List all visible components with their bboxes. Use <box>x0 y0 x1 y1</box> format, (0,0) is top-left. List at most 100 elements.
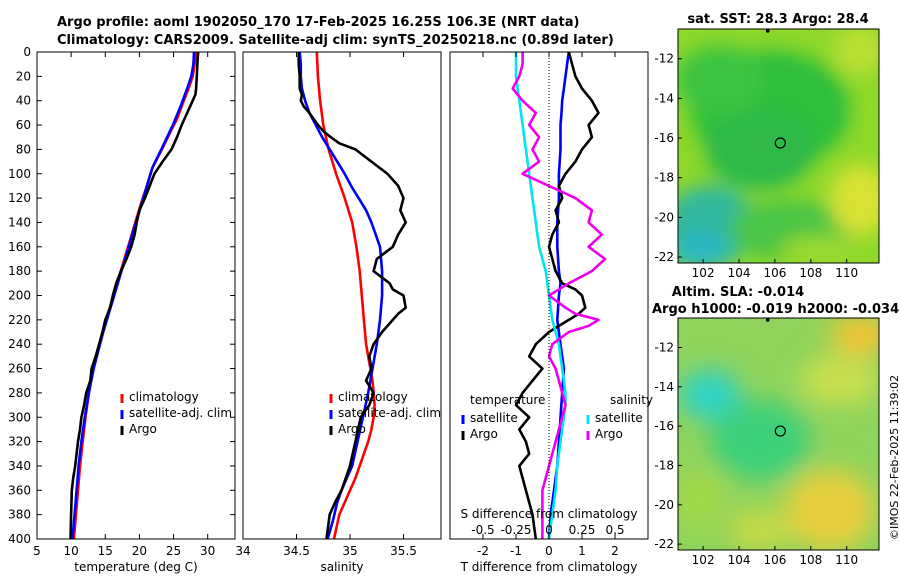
sla_map-ytick-label: -20 <box>654 498 674 512</box>
difference-xtick-label: -1 <box>510 544 522 558</box>
sla_map-ytick-label: -18 <box>654 458 674 472</box>
sla_map-ytick-label: -14 <box>654 380 674 394</box>
temperature-ytick-label: 360 <box>8 483 31 497</box>
difference-s-tick-label: 0 <box>545 523 553 537</box>
sla_map-xtick-label: 106 <box>763 553 786 567</box>
sla-map-field <box>678 318 879 550</box>
temperature-ytick-label: 80 <box>16 142 31 156</box>
difference-s-xlabel: S difference from climatology <box>461 507 638 521</box>
temperature-ytick-label: 20 <box>16 69 31 83</box>
difference-legend-t-label: Argo <box>470 427 498 441</box>
temperature-ytick-label: 160 <box>8 240 31 254</box>
salinity-xtick-label: 35.5 <box>390 544 417 558</box>
sla_map-xtick-label: 110 <box>835 553 858 567</box>
sst-map-field <box>678 29 879 263</box>
temperature-ytick-label: 60 <box>16 118 31 132</box>
sst_map-ytick-label: -14 <box>654 91 674 105</box>
sla-map-subtitle: Argo h1000: -0.019 h2000: -0.034 <box>652 302 899 317</box>
sst_map-xtick-label: 110 <box>835 266 858 280</box>
temperature-legend-label: climatology <box>129 390 199 404</box>
temperature-ytick-label: 380 <box>8 508 31 522</box>
sst_map-frame <box>677 28 880 264</box>
difference-series-1 <box>514 51 600 540</box>
temperature-ytick-label: 300 <box>8 410 31 424</box>
sst_map-xtick-label: 106 <box>763 266 786 280</box>
temperature-ytick-label: 140 <box>8 215 31 229</box>
sla_map-xtick-label: 102 <box>692 553 715 567</box>
temperature-series-2 <box>69 51 200 540</box>
sla_map-frame <box>677 317 880 551</box>
difference-legend-salinity-title: salinity <box>610 393 653 407</box>
difference-s-tick-label: -0.5 <box>471 523 494 537</box>
salinity-frame <box>242 51 442 540</box>
difference-legend-temperature-title: temperature <box>470 393 545 407</box>
header-line-1: Argo profile: aoml 1902050_170 17-Feb-20… <box>57 15 580 30</box>
temperature-ytick-label: 320 <box>8 435 31 449</box>
temperature-ytick-label: 120 <box>8 191 31 205</box>
header-line-2: Climatology: CARS2009. Satellite-adj cli… <box>57 33 614 48</box>
sla_map-xtick-label: 104 <box>728 553 751 567</box>
temperature-frame <box>36 51 236 540</box>
temperature-ytick-label: 100 <box>8 167 31 181</box>
temperature-xtick-label: 25 <box>166 544 181 558</box>
salinity-legend-label: climatology <box>338 390 408 404</box>
temperature-xtick-label: 15 <box>98 544 113 558</box>
sst_map-ytick-label: -18 <box>654 171 674 185</box>
difference-series-2 <box>514 52 567 540</box>
sla_map-dot <box>765 318 770 322</box>
difference-xtick-label: 0 <box>545 544 553 558</box>
sst_map-xtick-label: 104 <box>728 266 751 280</box>
temperature-series-1 <box>71 51 196 540</box>
temperature-ytick-label: 40 <box>16 94 31 108</box>
difference-legend-t-label: satellite <box>470 411 518 425</box>
difference-xtick-label: -2 <box>477 544 489 558</box>
temperature-xtick-label: 5 <box>33 544 41 558</box>
sst_map-ytick-label: -12 <box>654 52 674 66</box>
sla-map-title: Altim. SLA: -0.014 <box>672 285 804 300</box>
sla_map-argo-marker <box>774 425 786 437</box>
temperature-ytick-label: 400 <box>8 532 31 546</box>
sst_map-dot <box>765 29 770 33</box>
sla_map-xtick-label: 108 <box>799 553 822 567</box>
salinity-legend-label: satellite-adj. clim <box>338 406 441 420</box>
difference-s-tick-label: 0.25 <box>569 523 596 537</box>
salinity-series-2 <box>297 52 408 540</box>
temperature-ytick-label: 260 <box>8 362 31 376</box>
difference-xtick-label: 1 <box>578 544 586 558</box>
temperature-ytick-label: 340 <box>8 459 31 473</box>
sst-map-title: sat. SST: 28.3 Argo: 28.4 <box>687 12 868 27</box>
sst_map-xtick-label: 102 <box>692 266 715 280</box>
temperature-xtick-label: 10 <box>63 544 78 558</box>
temperature-ytick-label: 200 <box>8 289 31 303</box>
sst_map-ytick-label: -20 <box>654 210 674 224</box>
difference-legend-s-label: satellite <box>595 411 643 425</box>
temperature-xlabel: temperature (deg C) <box>74 560 197 574</box>
salinity-xlabel: salinity <box>320 560 363 574</box>
salinity-left-edge-label: 34 <box>235 544 250 558</box>
sla_map-ytick-label: -12 <box>654 340 674 354</box>
salinity-xtick-label: 34.5 <box>283 544 310 558</box>
temperature-ytick-label: 220 <box>8 313 31 327</box>
temperature-ytick-label: 0 <box>23 45 31 59</box>
temperature-xtick-label: 20 <box>132 544 147 558</box>
temperature-legend-label: Argo <box>129 422 157 436</box>
difference-s-tick-label: -0.25 <box>500 523 531 537</box>
salinity-series-1 <box>298 51 384 540</box>
difference-legend-s-label: Argo <box>595 427 623 441</box>
temperature-series-0 <box>72 51 198 540</box>
sst_map-argo-marker <box>774 137 786 149</box>
difference-s-tick-label: 0.5 <box>605 523 624 537</box>
sla_map-ytick-label: -22 <box>654 537 674 551</box>
watermark: ©IMOS 22-Feb-2025 11:39:02 <box>888 374 900 540</box>
difference-xlabel: T difference from climatology <box>460 560 638 574</box>
temperature-xtick-label: 30 <box>200 544 215 558</box>
temperature-ytick-label: 280 <box>8 386 31 400</box>
sst_map-xtick-label: 108 <box>799 266 822 280</box>
difference-series-0 <box>547 51 571 540</box>
sst_map-ytick-label: -16 <box>654 131 674 145</box>
sla_map-ytick-label: -16 <box>654 419 674 433</box>
difference-xtick-label: 2 <box>611 544 619 558</box>
sst_map-ytick-label: -22 <box>654 250 674 264</box>
temperature-ytick-label: 240 <box>8 337 31 351</box>
